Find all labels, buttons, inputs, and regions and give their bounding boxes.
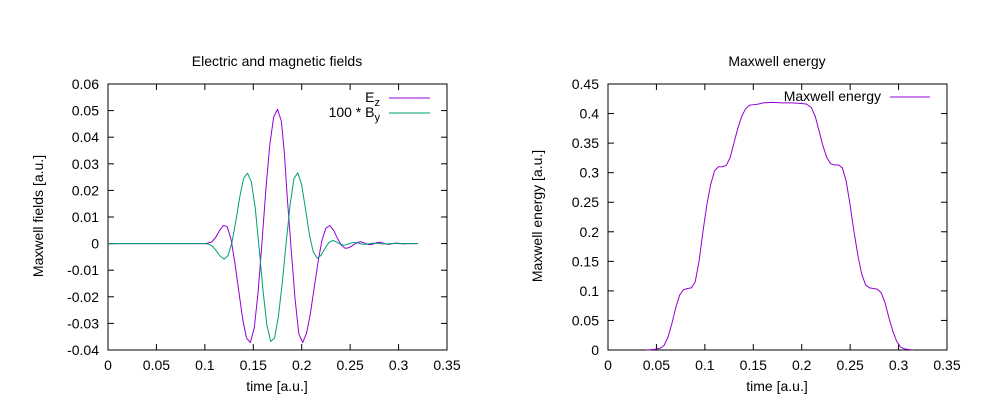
legend-name: E (365, 89, 374, 105)
series-line-0 (646, 101, 914, 351)
legend-label-0: Maxwell energy (784, 88, 881, 104)
x-tick-label: 0.05 (643, 357, 670, 373)
y-tick-label: 0.45 (572, 76, 599, 92)
x-tick-label: 0.25 (337, 357, 364, 373)
x-tick-label: 0.1 (195, 357, 215, 373)
x-axis-label: time [a.u.] (246, 378, 307, 394)
y-tick-label: 0.25 (572, 194, 599, 210)
plot-frame (607, 83, 948, 351)
y-tick-label: -0.02 (67, 289, 99, 305)
y-tick-label: 0.2 (580, 224, 600, 240)
plot-area (607, 83, 948, 351)
y-tick-label: 0.02 (72, 182, 99, 198)
legend: Maxwell energy (784, 88, 930, 104)
chart-title: Maxwell energy (728, 53, 825, 69)
y-tick-label: 0.15 (572, 253, 599, 269)
y-tick-label: 0 (91, 236, 99, 252)
x-tick-label: 0 (104, 357, 112, 373)
y-tick-label: 0 (591, 342, 599, 358)
y-tick-label: 0.05 (72, 103, 99, 119)
energy-chart: Maxwell energy time [a.u.] Maxwell energ… (529, 53, 961, 394)
y-tick-label: -0.03 (67, 315, 99, 331)
y-axis-label: Maxwell energy [a.u.] (529, 150, 545, 282)
legend-label-0: Ez (365, 89, 380, 109)
plot-frame (107, 83, 448, 351)
x-tick-label: 0.2 (292, 357, 312, 373)
y-tick-label: 0.1 (580, 283, 600, 299)
series-line-1 (108, 172, 418, 342)
chart-title: Electric and magnetic fields (192, 53, 362, 69)
x-tick-label: 0.25 (837, 357, 864, 373)
y-tick-label: -0.04 (67, 342, 99, 358)
y-tick-label: 0.05 (572, 312, 599, 328)
x-tick-label: 0.05 (143, 357, 170, 373)
axis-ticks: 0 0.05 0.1 0.15 0.2 0.25 0.3 0.35 0 0.05 0.1 0.15 0.… (572, 76, 961, 373)
legend-subscript: z (375, 97, 381, 109)
y-tick-label: 0.04 (72, 129, 99, 145)
series-line-0 (108, 108, 418, 344)
y-axis-label: Maxwell fields [a.u.] (30, 155, 46, 277)
y-tick-label: 0.35 (572, 135, 599, 151)
x-tick-label: 0.3 (389, 357, 409, 373)
x-tick-label: 0.2 (792, 357, 812, 373)
legend-name: 100 * B (329, 104, 375, 120)
x-tick-label: 0.1 (695, 357, 715, 373)
fields-chart: Electric and magnetic fields time [a.u.]… (30, 53, 461, 394)
x-tick-label: 0.15 (740, 357, 767, 373)
y-tick-label: 0.4 (580, 106, 600, 122)
legend-subscript: y (375, 112, 381, 124)
x-axis-label: time [a.u.] (746, 378, 807, 394)
x-tick-label: 0.35 (433, 357, 460, 373)
axis-ticks: 0 0.05 0.1 0.15 0.2 0.25 0.3 0.35 -0.04 -0.03 -0.0… (67, 76, 461, 373)
x-tick-label: 0 (604, 357, 612, 373)
y-tick-label: 0.06 (72, 76, 99, 92)
legend-name: Maxwell energy (784, 88, 881, 104)
x-tick-label: 0.15 (240, 357, 267, 373)
legend-label-1: 100 * By (329, 104, 381, 124)
y-tick-label: 0.01 (72, 209, 99, 225)
x-tick-label: 0.3 (889, 357, 909, 373)
y-tick-label: -0.01 (67, 262, 99, 278)
x-tick-label: 0.35 (933, 357, 960, 373)
y-tick-label: 0.03 (72, 156, 99, 172)
plot-area (107, 83, 448, 351)
y-tick-label: 0.3 (580, 165, 600, 181)
